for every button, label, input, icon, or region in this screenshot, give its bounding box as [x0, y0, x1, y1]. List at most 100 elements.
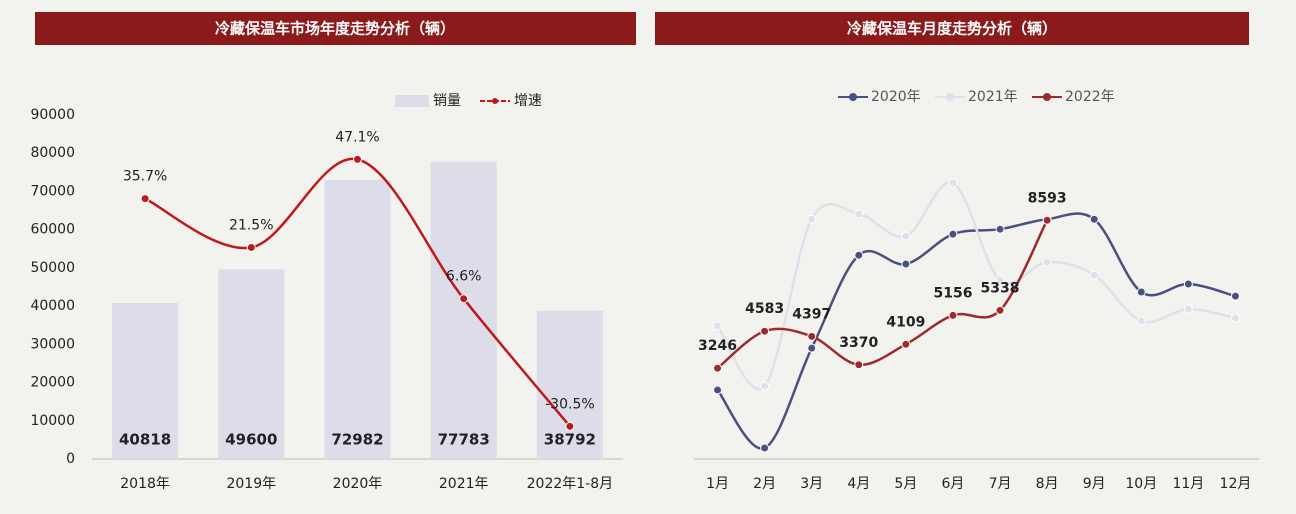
x-tick-label: 12月	[1220, 476, 1252, 492]
x-tick-label: 3月	[800, 476, 823, 492]
point	[140, 194, 150, 204]
data-label: 49600	[225, 431, 277, 449]
data-label: 38792	[544, 431, 596, 449]
data-label: 4583	[745, 301, 784, 317]
bar	[430, 161, 497, 459]
legend-symbol	[946, 93, 954, 101]
point	[807, 214, 817, 224]
legend-label: 增速	[514, 93, 542, 109]
bar	[536, 310, 603, 459]
x-tick-label: 8月	[1036, 476, 1059, 492]
title-bar	[35, 12, 636, 45]
point	[1136, 316, 1146, 326]
point	[565, 421, 575, 431]
point	[1089, 270, 1099, 280]
legend-symbol	[395, 95, 429, 107]
point	[854, 360, 864, 370]
x-tick-label: 1月	[706, 476, 729, 492]
point	[854, 250, 864, 260]
point	[1136, 287, 1146, 297]
y-tick-label: 0	[66, 451, 75, 467]
point	[807, 331, 817, 341]
series-line	[716, 181, 1236, 391]
x-tick-label: 9月	[1083, 476, 1106, 492]
point	[1183, 304, 1193, 314]
point	[901, 231, 911, 241]
point	[713, 363, 723, 373]
x-tick-label: 2月	[753, 476, 776, 492]
point	[995, 224, 1005, 234]
title-bar	[655, 12, 1249, 45]
x-tick-label: 5月	[894, 476, 917, 492]
data-label: 5156	[933, 285, 972, 301]
x-tick-label: 6月	[941, 476, 964, 492]
point	[353, 154, 362, 164]
x-tick-label: 2022年1-8月	[527, 476, 614, 492]
data-label: 4109	[886, 314, 925, 330]
y-tick-label: 10000	[30, 413, 75, 429]
x-tick-label: 2021年	[439, 476, 489, 492]
legend-label: 2022年	[1065, 89, 1115, 105]
point	[948, 229, 958, 239]
point	[713, 385, 723, 395]
point	[760, 381, 770, 391]
x-tick-label: 11月	[1172, 476, 1204, 492]
chart-title: 冷藏保温车月度走势分析（辆）	[847, 20, 1057, 38]
data-label: 40818	[119, 431, 171, 449]
chart-title: 冷藏保温车市场年度走势分析（辆）	[215, 20, 455, 38]
legend-label: 2020年	[871, 89, 921, 105]
y-tick-label: 30000	[30, 336, 75, 352]
point	[1042, 215, 1052, 225]
x-tick-label: 2018年	[120, 476, 170, 492]
legend-symbol	[849, 93, 857, 101]
data-label: 8593	[1028, 190, 1067, 206]
y-tick-label: 80000	[30, 145, 75, 161]
data-label: 77783	[438, 431, 490, 449]
legend-symbol	[1043, 93, 1051, 101]
point	[1230, 313, 1240, 323]
point	[901, 339, 911, 349]
x-tick-label: 7月	[989, 476, 1012, 492]
point	[713, 321, 723, 331]
point	[459, 294, 469, 304]
y-tick-label: 90000	[30, 107, 75, 123]
point	[995, 305, 1005, 315]
data-label: 4397	[792, 306, 831, 322]
data-label: 47.1%	[335, 129, 379, 145]
point	[760, 443, 770, 453]
data-label: 3246	[698, 338, 737, 354]
legend-label: 销量	[433, 93, 461, 109]
point	[948, 178, 958, 188]
point	[901, 259, 911, 269]
point	[760, 326, 770, 336]
point	[1183, 279, 1193, 289]
point	[246, 242, 256, 252]
bar	[218, 269, 285, 459]
data-label: -30.5%	[545, 396, 595, 412]
data-label: 5338	[981, 280, 1020, 296]
bar	[112, 302, 179, 459]
data-label: 72982	[331, 431, 383, 449]
x-tick-label: 2020年	[333, 476, 383, 492]
point	[1230, 291, 1240, 301]
y-tick-label: 60000	[30, 222, 75, 238]
data-label: 6.6%	[446, 269, 482, 285]
legend-label: 2021年	[968, 89, 1018, 105]
point	[1042, 257, 1052, 267]
point	[995, 275, 1005, 285]
bar	[324, 180, 391, 460]
y-tick-label: 40000	[30, 298, 75, 314]
data-label: 21.5%	[229, 217, 273, 233]
point	[854, 209, 864, 219]
y-tick-label: 70000	[30, 183, 75, 199]
x-tick-label: 4月	[847, 476, 870, 492]
y-tick-label: 50000	[30, 260, 75, 276]
data-label: 3370	[839, 335, 878, 351]
y-tick-label: 20000	[30, 375, 75, 391]
point	[948, 310, 958, 320]
x-tick-label: 2019年	[226, 476, 276, 492]
point	[1089, 214, 1099, 224]
x-tick-label: 10月	[1125, 476, 1157, 492]
data-label: 35.7%	[123, 169, 167, 185]
